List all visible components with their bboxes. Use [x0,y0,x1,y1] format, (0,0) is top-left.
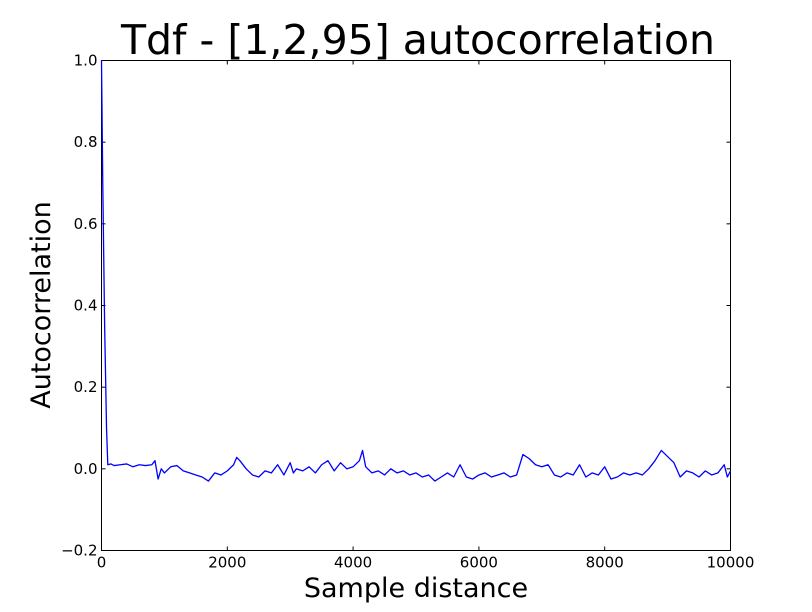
y-tick-label: −0.2 [61,542,97,560]
y-axis: −0.2 0.0 0.2 0.4 0.6 0.8 1.0 [61,52,731,560]
x-axis-label: Sample distance [304,573,528,604]
y-axis-label: Autocorrelation [26,201,57,409]
y-tick-label: 0.4 [74,297,98,315]
y-tick-label: 0.2 [74,378,98,396]
x-axis: 0 2000 4000 6000 8000 10000 [97,60,755,572]
x-tick-label: 2000 [208,554,246,572]
x-tick-label: 10000 [707,554,755,572]
y-tick-label: 0.8 [74,133,98,151]
y-tick-label: 1.0 [74,52,98,70]
plot-frame [101,60,731,551]
y-tick-label: 0.0 [74,460,98,478]
autocorrelation-series-line [100,60,732,482]
chart-title: Tdf - [1,2,95] autocorrelation [120,16,715,64]
x-tick-label: 8000 [586,554,624,572]
x-tick-label: 6000 [460,554,498,572]
x-tick-label: 4000 [334,554,372,572]
y-tick-label: 0.6 [74,215,98,233]
x-tick-label: 0 [97,554,107,572]
